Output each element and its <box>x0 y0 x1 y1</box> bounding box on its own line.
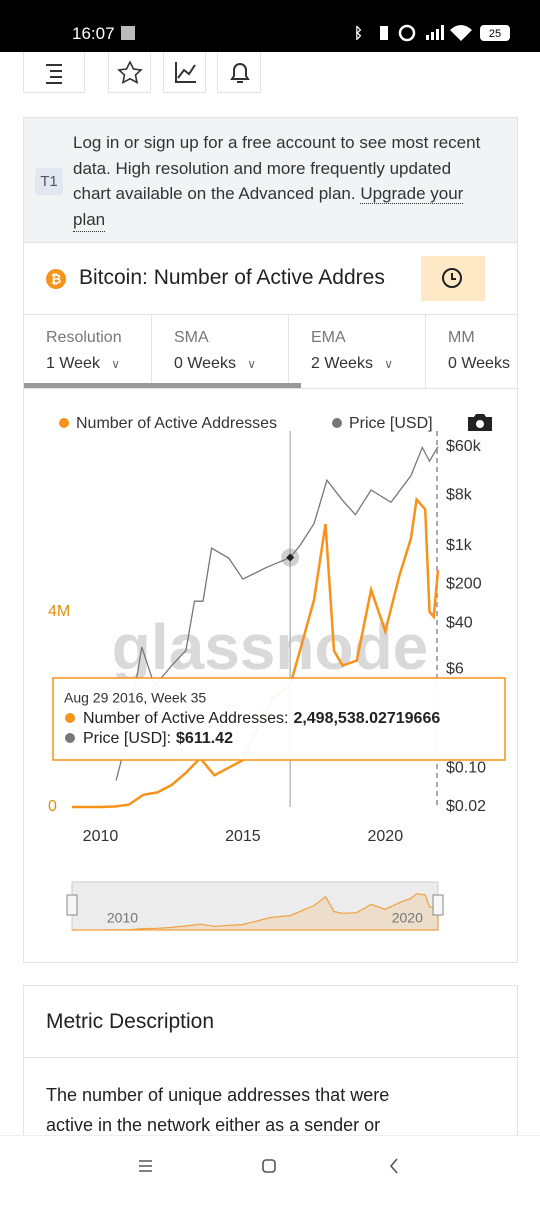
tab-label: SMA <box>174 329 209 346</box>
series-line <box>115 445 439 781</box>
navigator-area <box>72 893 439 931</box>
notice-line: data. High resolution and more frequentl… <box>73 158 452 178</box>
y2-tick-label: $8k <box>446 487 473 504</box>
legend-label: Price [USD] <box>349 415 433 432</box>
tab[interactable]: SMA 0 Weeks ∨ <box>152 315 289 388</box>
camera-lens <box>476 420 484 428</box>
tab[interactable]: EMA 2 Weeks ∨ <box>289 315 426 388</box>
navigator-label: 2020 <box>392 910 423 926</box>
notice-text: Log in or sign up for a free account to … <box>73 130 480 232</box>
x-tick-label: 2010 <box>83 828 119 845</box>
list-button[interactable] <box>23 52 85 93</box>
status-icons: ᛒ 25 <box>354 24 510 42</box>
y2-tick-label: $1k <box>446 537 473 554</box>
y2-tick-label: $200 <box>446 576 482 593</box>
navigator-handle[interactable] <box>432 894 444 916</box>
y2-tick-label: $0.02 <box>446 798 486 815</box>
legend-label: Number of Active Addresses <box>76 415 277 432</box>
status-bar: 16:07 ᛒ 25 <box>0 0 540 52</box>
description-line: active in the network either as a sender… <box>46 1115 381 1135</box>
alert-button[interactable] <box>217 52 261 93</box>
description-card: Metric Description The number of unique … <box>23 985 518 1145</box>
tooltip-value: $611.42 <box>176 730 233 747</box>
tab[interactable]: Resolution 1 Week ∨ <box>24 315 152 388</box>
notice-line: Log in or sign up for a free account to … <box>73 133 481 152</box>
card-header: ₿ Bitcoin: Number of Active Addres <box>24 243 517 315</box>
upgrade-link[interactable]: Upgrade your <box>360 184 464 204</box>
watermark: glassnode <box>112 611 429 683</box>
time: 16:07 <box>72 24 115 43</box>
nav-bar <box>0 1135 540 1200</box>
navigator-label: 2010 <box>107 910 138 926</box>
tab-label: EMA <box>311 329 346 346</box>
tab-value: 2 Weeks ∨ <box>311 355 394 372</box>
notice-line: chart available on the Advanced plan. Up… <box>73 184 464 204</box>
legend-dot <box>332 418 342 428</box>
hover-point <box>286 553 295 562</box>
y2-tick-label: $0.10 <box>446 759 486 776</box>
description-text: The number of unique addresses that were… <box>46 1080 389 1140</box>
tooltip-name: Number of Active Addresses: 2,498,538.027… <box>83 710 440 727</box>
divider <box>24 1057 517 1058</box>
star-button[interactable] <box>108 52 151 93</box>
y2-tick-label: $60k <box>446 438 482 455</box>
tooltip-value: 2,498,538.02719666 <box>293 710 440 727</box>
chart: glassnode Number of Active Addresses Price… <box>48 414 506 931</box>
chart-button[interactable] <box>163 52 206 93</box>
notification-icon <box>121 26 135 40</box>
description-title: Metric Description <box>46 1010 215 1033</box>
tooltip-label: Price [USD]: <box>83 730 171 747</box>
upgrade-link[interactable]: plan <box>73 209 106 232</box>
tab-value: 0 Weeks ∨ <box>174 355 257 372</box>
bitcoin-icon: ₿ <box>46 269 66 289</box>
tab[interactable]: MM 0 Weeks <box>426 315 517 388</box>
battery: 25 <box>489 28 501 40</box>
y2-tick-label: $40 <box>446 615 473 632</box>
x-tick-label: 2015 <box>225 828 261 845</box>
svg-text:ᛒ: ᛒ <box>354 25 363 42</box>
svg-text:₿: ₿ <box>51 271 62 286</box>
y2-tick-label: $6 <box>446 660 464 677</box>
y-tick-label: 4M <box>48 603 70 620</box>
notice: T1 Log in or sign up for a free account … <box>23 117 518 243</box>
tooltip-dot <box>65 713 75 723</box>
tooltip-name: Price [USD]: $611.42 <box>83 730 233 747</box>
card-title: Bitcoin: Number of Active Addres <box>79 266 385 289</box>
tier-badge: T1 <box>35 168 63 195</box>
tabs: Resolution 1 Week ∨ SMA 0 Weeks ∨ EMA 2 Weeks… <box>24 315 517 389</box>
scroll-thumb <box>24 383 301 388</box>
x-tick-label: 2020 <box>368 828 404 845</box>
y-tick-label: 0 <box>48 798 57 815</box>
description-line: The number of unique addresses that were <box>46 1085 390 1105</box>
series-line <box>72 496 440 809</box>
legend-dot <box>59 418 69 428</box>
tab-label: MM <box>448 329 475 346</box>
navigator-handle[interactable] <box>66 894 78 916</box>
tooltip-box <box>52 677 506 761</box>
tab-value: 0 Weeks <box>448 355 510 372</box>
tooltip-label: Number of Active Addresses: <box>83 710 288 727</box>
tab-value: 1 Week ∨ <box>46 355 121 372</box>
tooltip-dot <box>65 733 75 743</box>
history-button[interactable] <box>421 256 485 301</box>
tooltip-date: Aug 29 2016, Week 35 <box>64 690 206 706</box>
tab-label: Resolution <box>46 329 122 346</box>
